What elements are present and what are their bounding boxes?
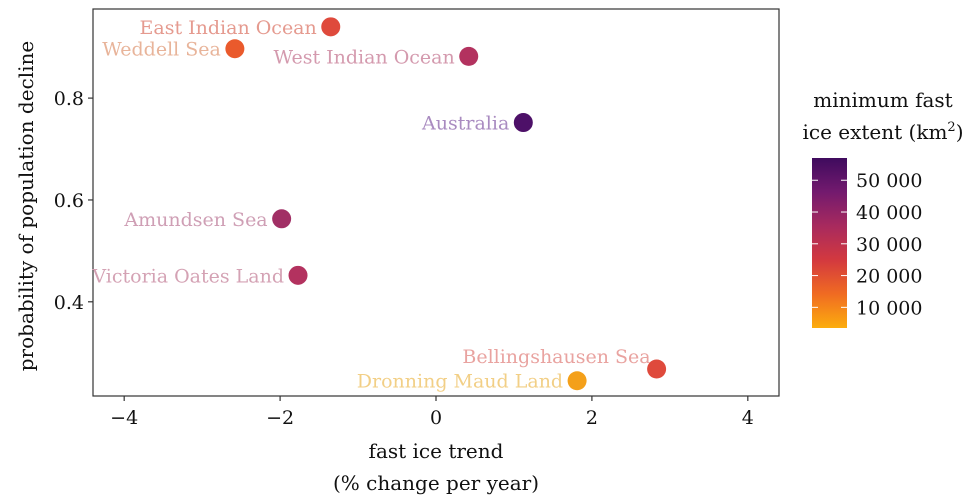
- legend-tick-label: 20 000: [856, 266, 922, 288]
- x-tick-label: 2: [586, 407, 598, 429]
- point-label: Weddell Sea: [102, 39, 221, 61]
- scatter-point: [567, 371, 587, 391]
- point-label: Amundsen Sea: [123, 209, 267, 231]
- x-tick-label: −2: [266, 407, 294, 429]
- legend-title-line2: ice extent (km2): [802, 120, 963, 144]
- legend-tick-label: 40 000: [856, 202, 922, 224]
- point-label: Dronning Maud Land: [357, 371, 563, 393]
- x-axis: −4 −2 0 2 4: [110, 396, 754, 429]
- y-tick-label: 0.8: [54, 88, 84, 110]
- x-tick-label: 0: [430, 407, 442, 429]
- y-tick-label: 0.6: [54, 190, 84, 212]
- legend: minimum fast ice extent (km2) 10 000 20 0…: [802, 88, 964, 328]
- x-tick-label: 4: [742, 407, 754, 429]
- legend-colorbar: [812, 158, 847, 328]
- point-label: Bellingshausen Sea: [462, 346, 650, 368]
- legend-ticks: 10 000 20 000 30 000 40 000 50 000: [812, 170, 922, 319]
- x-axis-title-line2: (% change per year): [333, 471, 539, 495]
- x-tick-label: −4: [110, 407, 138, 429]
- point-label: East Indian Ocean: [140, 17, 317, 39]
- legend-tick-label: 30 000: [856, 234, 922, 256]
- scatter-point: [272, 209, 292, 229]
- plot-panel: [92, 8, 780, 397]
- scatter-point: [288, 265, 308, 285]
- y-tick-label: 0.4: [54, 292, 84, 314]
- x-axis-title: fast ice trend: [369, 439, 504, 463]
- scatter-point: [513, 113, 533, 133]
- y-axis-title: probability of population decline: [14, 41, 38, 372]
- scatter-point: [225, 39, 245, 59]
- legend-tick-label: 10 000: [856, 297, 922, 319]
- point-label: Australia: [421, 113, 509, 135]
- legend-title-line1: minimum fast: [813, 88, 952, 112]
- point-label: West Indian Ocean: [273, 46, 454, 68]
- y-axis: 0.4 0.6 0.8: [54, 88, 93, 314]
- scatter-point: [321, 17, 341, 37]
- scatter-point: [647, 359, 667, 379]
- legend-tick-label: 50 000: [856, 170, 922, 192]
- scatter-point: [459, 46, 479, 66]
- point-label: Victoria Oates Land: [91, 265, 284, 287]
